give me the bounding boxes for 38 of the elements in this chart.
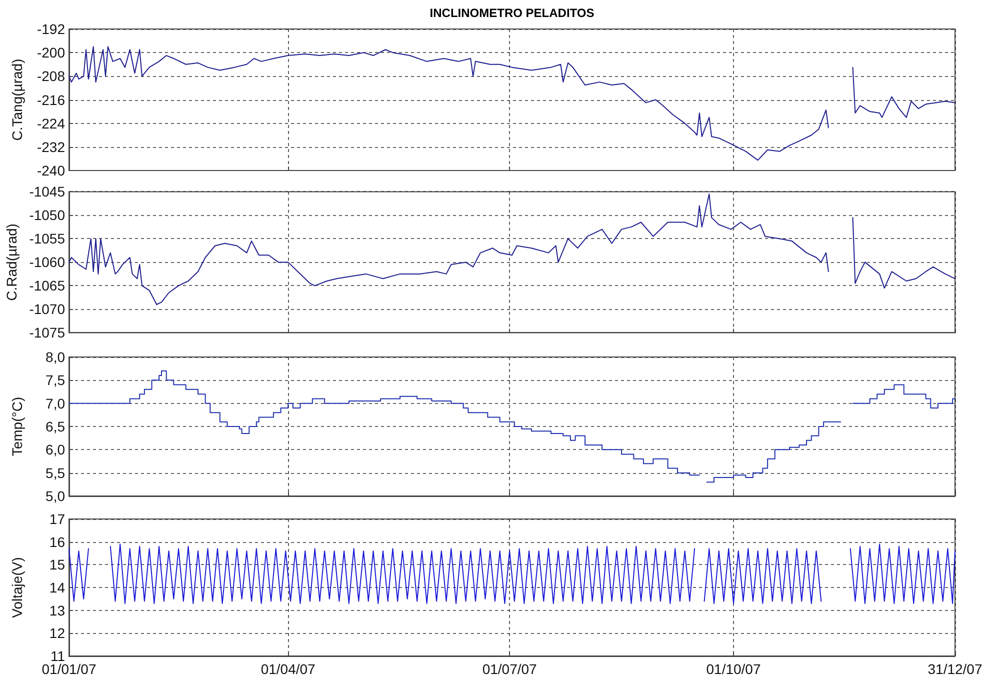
y-axis-title: C.Tang(µrad) xyxy=(9,58,25,141)
y-tick-label: 11 xyxy=(50,648,66,664)
y-tick-label: -232 xyxy=(36,138,66,155)
y-tick-label: 16 xyxy=(49,534,66,550)
y-tick-label: 17 xyxy=(49,511,66,527)
y-tick-label: -240 xyxy=(36,162,66,178)
y-tick-label: 13 xyxy=(49,602,66,618)
y-tick-label: -1075 xyxy=(29,324,66,341)
y-tick-label: -216 xyxy=(36,92,66,108)
y-tick-label: -1055 xyxy=(29,230,66,247)
y-tick-label: 7,5 xyxy=(46,372,66,388)
y-tick-label: 15 xyxy=(49,556,66,573)
y-tick-label: -1060 xyxy=(29,254,66,270)
y-tick-label: -1045 xyxy=(29,184,66,200)
y-axis-title: Voltaje(V) xyxy=(9,557,25,618)
y-tick-label: -192 xyxy=(36,21,66,37)
x-tick-label: 01/04/07 xyxy=(260,661,316,677)
y-tick-label: 6,5 xyxy=(46,418,66,434)
y-tick-label: -1065 xyxy=(29,278,66,294)
y-tick-label: 6,0 xyxy=(46,442,66,458)
y-tick-label: -1050 xyxy=(29,207,66,224)
y-tick-label: 5,0 xyxy=(46,488,66,504)
y-axis-title: Temp(°C) xyxy=(9,396,25,456)
y-tick-label: 14 xyxy=(49,580,66,596)
x-tick-label: 01/01/07 xyxy=(42,661,96,677)
y-tick-label: -200 xyxy=(36,44,66,61)
x-tick-label: 01/10/07 xyxy=(706,661,761,677)
y-tick-label: 12 xyxy=(49,625,66,642)
y-tick-label: -1070 xyxy=(29,301,66,318)
y-tick-label: 5,5 xyxy=(46,464,66,481)
y-tick-label: 8,0 xyxy=(46,349,66,365)
y-axis-title: C.Rad(µrad) xyxy=(3,224,20,301)
chart-title: INCLINOMETRO PELADITOS xyxy=(430,6,594,20)
y-tick-label: -208 xyxy=(36,68,66,84)
x-tick-label: 31/12/07 xyxy=(928,661,982,677)
x-tick-label: 01/07/07 xyxy=(482,661,538,677)
y-tick-label: 7,0 xyxy=(46,395,66,412)
y-tick-label: -224 xyxy=(36,115,66,132)
